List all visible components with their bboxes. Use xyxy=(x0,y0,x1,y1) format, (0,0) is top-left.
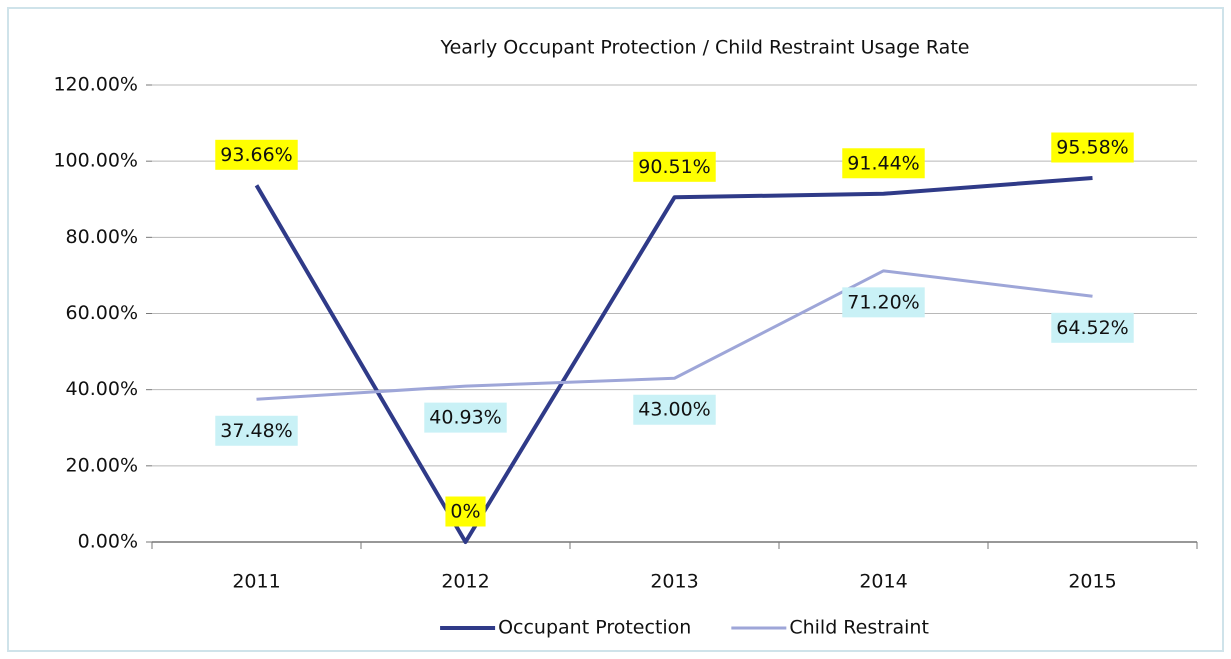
chart-frame xyxy=(7,7,1224,652)
data-label-text: 64.52% xyxy=(1056,317,1128,339)
data-label-background xyxy=(842,287,925,318)
x-tick-label: 2013 xyxy=(650,571,698,593)
data-label-text: 95.58% xyxy=(1056,136,1128,158)
data-label-background xyxy=(633,394,716,425)
series-line xyxy=(256,269,1093,401)
data-label-background xyxy=(424,402,507,433)
data-label-text: 93.66% xyxy=(220,144,292,166)
x-tick-label: 2012 xyxy=(441,571,489,593)
data-label: 90.51% xyxy=(633,151,716,182)
legend-label: Occupant Protection xyxy=(498,617,691,639)
x-tick-label: 2015 xyxy=(1068,571,1116,593)
x-tick-label: 2011 xyxy=(232,571,280,593)
legend-label: Child Restraint xyxy=(789,617,929,639)
series-line xyxy=(254,176,1093,544)
grid xyxy=(146,84,1198,549)
y-tick-label: 120.00% xyxy=(53,74,138,96)
y-tick-label: 0.00% xyxy=(78,531,138,553)
y-tick-label: 20.00% xyxy=(66,454,138,476)
data-label: 93.66% xyxy=(215,139,298,170)
data-label-background xyxy=(633,151,716,182)
data-label-background xyxy=(1051,312,1134,343)
data-label: 43.00% xyxy=(633,394,716,425)
y-tick-label: 60.00% xyxy=(66,302,138,324)
data-label-background xyxy=(215,415,298,446)
data-label: 95.58% xyxy=(1051,132,1134,163)
data-label-text: 43.00% xyxy=(638,399,710,421)
data-label-text: 91.44% xyxy=(847,152,919,174)
data-label-text: 90.51% xyxy=(638,156,710,178)
data-label: 91.44% xyxy=(842,148,925,179)
y-tick-label: 100.00% xyxy=(53,150,138,172)
legend: Occupant Protection Child Restraint xyxy=(440,617,929,639)
data-label-text: 40.93% xyxy=(429,407,501,429)
data-label: 71.20% xyxy=(842,287,925,318)
data-label: 37.48% xyxy=(215,415,298,446)
data-label-text: 37.48% xyxy=(220,420,292,442)
y-tick-label: 40.00% xyxy=(66,378,138,400)
data-label-background xyxy=(1051,132,1134,163)
data-label: 64.52% xyxy=(1051,312,1134,343)
data-label-background xyxy=(445,496,486,527)
data-label-background xyxy=(842,148,925,179)
x-tick-label: 2014 xyxy=(859,571,907,593)
y-tick-label: 80.00% xyxy=(66,226,138,248)
data-label-text: 0% xyxy=(450,501,480,523)
data-label: 0% xyxy=(445,496,486,527)
data-label: 40.93% xyxy=(424,402,507,433)
data-label-text: 71.20% xyxy=(847,291,919,313)
data-label-background xyxy=(215,139,298,170)
chart-title: Yearly Occupant Protection / Child Restr… xyxy=(440,37,970,59)
